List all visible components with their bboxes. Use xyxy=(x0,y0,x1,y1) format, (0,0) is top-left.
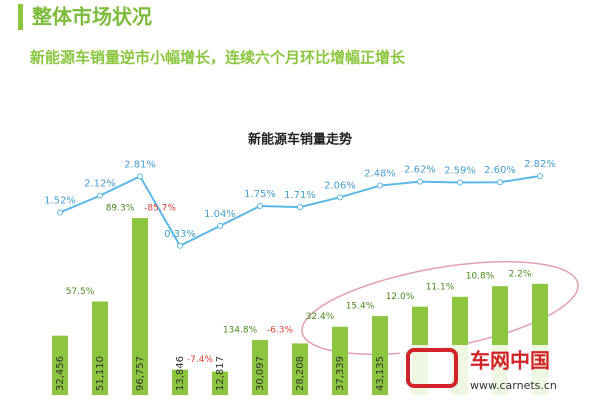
growth-label: 57.5% xyxy=(66,287,95,297)
bar xyxy=(172,369,188,395)
growth-label: 2.2% xyxy=(509,269,532,279)
slide-title: 整体市场状况 xyxy=(31,5,152,29)
line-value-label: 1.75% xyxy=(244,189,276,200)
bar-value-label: 43,135 xyxy=(375,356,386,391)
watermark-logo xyxy=(406,348,458,388)
line-value-label: 2.82% xyxy=(524,159,556,170)
bar-value-label: 13,846 xyxy=(175,356,186,391)
growth-label: 89.3% xyxy=(106,204,135,214)
bar-value-label: 12,817 xyxy=(215,356,226,391)
line-point xyxy=(57,209,63,216)
bar-value-label: 51,110 xyxy=(95,356,106,391)
line-point xyxy=(497,179,503,186)
bar xyxy=(132,218,148,395)
growth-label: 15.4% xyxy=(346,302,375,312)
bar xyxy=(252,339,268,395)
bar-value-label: 28,208 xyxy=(295,356,306,391)
slide-subtitle: 新能源车销量逆市小幅增长，连续六个月环比增幅正增长 xyxy=(30,49,406,67)
line-point xyxy=(137,173,143,180)
line-value-label: 2.62% xyxy=(404,165,436,176)
growth-label: -7.4% xyxy=(187,355,214,365)
line-value-label: 2.59% xyxy=(444,165,476,176)
line-point xyxy=(377,182,383,189)
line-value-label: 2.06% xyxy=(324,180,356,191)
line-point xyxy=(417,178,423,185)
bar xyxy=(332,326,348,395)
line-point xyxy=(337,194,343,201)
bar-value-label: 37,339 xyxy=(335,356,346,391)
line-value-label: 1.04% xyxy=(204,209,236,220)
growth-label: 12.0% xyxy=(386,292,415,302)
chart-title: 新能源车销量走势 xyxy=(248,132,352,148)
title-accent xyxy=(18,4,23,30)
line-value-label: 0.33% xyxy=(164,229,196,240)
line-point xyxy=(537,173,543,180)
line-point xyxy=(457,179,463,186)
growth-label: -6.3% xyxy=(267,325,294,335)
growth-label: 134.8% xyxy=(223,325,258,335)
line-point xyxy=(177,242,183,249)
line-value-label: 1.71% xyxy=(284,190,316,201)
line-value-label: 2.12% xyxy=(84,179,116,190)
growth-label: 32.4% xyxy=(306,312,335,322)
line-point xyxy=(217,222,223,229)
line-point xyxy=(97,192,103,199)
line-value-label: 2.60% xyxy=(484,165,516,176)
watermark-bg xyxy=(400,345,600,400)
growth-label: 10.8% xyxy=(466,272,495,282)
bar xyxy=(92,301,108,395)
line-point xyxy=(297,204,303,211)
plot: 32,456 51,110 96,757 13,846 12,817 30,097 28,2… xyxy=(44,159,556,395)
bar-value-label: 96,757 xyxy=(135,356,146,391)
line-value-label: 2.81% xyxy=(124,159,156,170)
watermark-url: www.carnets.cn xyxy=(470,379,557,392)
bar xyxy=(212,371,228,395)
bar xyxy=(52,335,68,395)
watermark-brand: 车网中国 xyxy=(470,349,550,373)
line-value-label: 1.52% xyxy=(44,195,76,206)
line-point xyxy=(257,203,263,209)
growth-label: -85.7% xyxy=(144,204,176,214)
line-value-label: 2.48% xyxy=(364,169,396,180)
growth-label: 11.1% xyxy=(426,282,455,292)
bar-value-label: 32,456 xyxy=(55,356,66,391)
bar xyxy=(372,316,388,395)
bar xyxy=(292,343,308,395)
bar-value-label: 30,097 xyxy=(255,356,266,391)
